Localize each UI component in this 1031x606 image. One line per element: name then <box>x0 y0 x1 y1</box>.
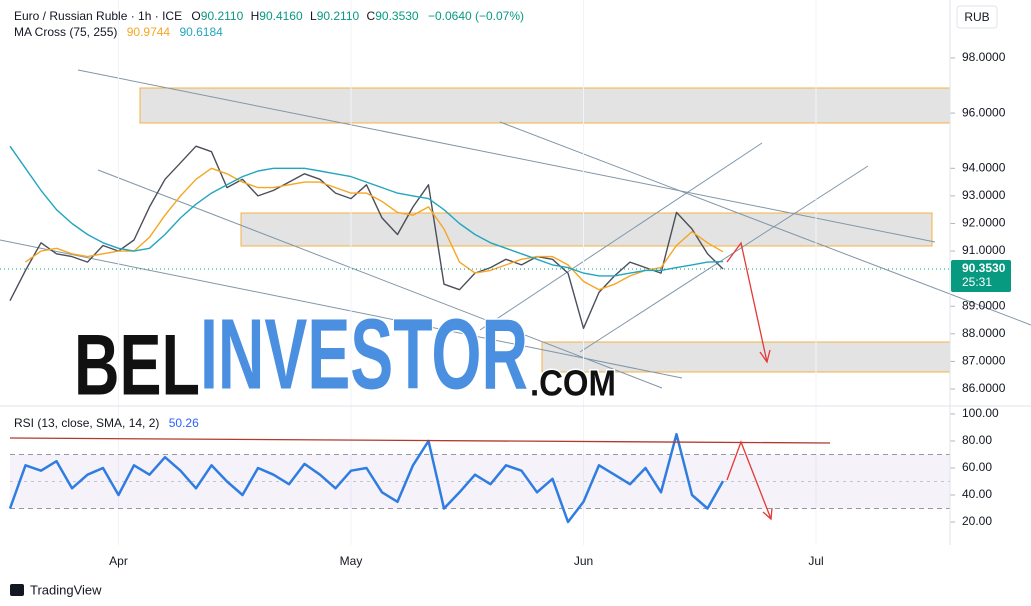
zone <box>139 87 951 124</box>
watermark-text: .COM <box>530 363 616 404</box>
arrow <box>726 440 772 520</box>
annotations <box>9 241 831 521</box>
y-tick-label: 86.0000 <box>962 381 1006 395</box>
trendlines <box>0 69 1031 389</box>
arrow-head <box>762 507 773 521</box>
x-tick-label: Jul <box>808 554 823 568</box>
x-tick-label: Apr <box>109 554 128 568</box>
rsi-legend: RSI (13, close, SMA, 14, 2) 50.26 <box>14 416 199 430</box>
zone <box>541 341 951 373</box>
series-line <box>8 432 725 524</box>
y-tick-label: 40.00 <box>962 487 992 501</box>
ohlc-value: 90.2110 <box>317 9 360 23</box>
series-line <box>9 145 724 329</box>
y-tick-label: 87.0000 <box>962 354 1006 368</box>
y-tick-label: 98.0000 <box>962 50 1006 64</box>
footer-text: TradingView <box>30 582 102 597</box>
indicator-value: 90.6184 <box>179 25 223 39</box>
currency[interactable]: RUB <box>964 10 989 24</box>
rsi-resistance <box>9 437 831 444</box>
change: −0.0640 (−0.07%) <box>428 9 524 23</box>
trendline <box>77 69 936 243</box>
series-line <box>25 167 724 291</box>
rsi-title: RSI (13, close, SMA, 14, 2) <box>14 416 159 430</box>
y-tick-label: 100.00 <box>962 406 999 420</box>
arrow-head <box>759 349 771 364</box>
ohlc-key: C <box>367 9 376 23</box>
y-tick-label: 94.0000 <box>962 160 1006 174</box>
trendline <box>499 121 1031 326</box>
ohlc-value: 90.4160 <box>259 9 303 23</box>
symbol: Euro / Russian Ruble · 1h · ICE <box>14 9 182 23</box>
y-tick-label: 80.00 <box>962 433 992 447</box>
trendline <box>579 165 869 353</box>
y-tick-label: 88.0000 <box>962 326 1006 340</box>
ohlc-value: 90.2110 <box>201 9 244 23</box>
watermark-text: INVESTOR <box>200 298 528 410</box>
zone <box>240 212 933 247</box>
y-tick-label: 93.0000 <box>962 188 1006 202</box>
y-tick-label: 20.00 <box>962 514 992 528</box>
price-tag-countdown: 25:31 <box>962 275 992 289</box>
watermark: BEL INVESTOR .COM <box>73 297 618 415</box>
arrow <box>726 241 768 363</box>
ohlc-value: 90.3530 <box>375 9 419 23</box>
trendline <box>97 169 663 389</box>
ohlc-key: O <box>191 9 200 23</box>
y-tick-label: 92.0000 <box>962 216 1006 230</box>
x-tick-label: Jun <box>574 554 593 568</box>
y-tick-label: 96.0000 <box>962 105 1006 119</box>
rsi-value: 50.26 <box>169 416 199 430</box>
footer: TradingView <box>10 582 102 597</box>
y-tick-label: 89.0000 <box>962 298 1006 312</box>
x-tick-label: May <box>340 554 363 568</box>
indicator-name: MA Cross (75, 255) <box>14 25 117 39</box>
series-line <box>9 145 724 277</box>
zones <box>139 87 951 373</box>
y-tick-label: 60.00 <box>962 460 992 474</box>
ohlc-key: L <box>310 9 317 23</box>
legend: Euro / Russian Ruble · 1h · ICE O90.2110… <box>14 9 524 23</box>
y-tick-label: 91.0000 <box>962 243 1006 257</box>
trendline <box>479 142 763 331</box>
logo <box>10 584 24 596</box>
price-tag-text: 90.3530 <box>962 261 1006 275</box>
indicator-legend: MA Cross (75, 255) 90.9744 90.6184 <box>14 25 223 39</box>
watermark-text: BEL <box>74 318 200 414</box>
indicator-value: 90.9744 <box>127 25 171 39</box>
ohlc-key: H <box>251 9 260 23</box>
plot: Apr May Jun Jul 86.0000 87.0000 88.0000 89.0000… <box>0 0 1011 568</box>
currency-box[interactable] <box>956 5 998 29</box>
trendline <box>0 239 683 379</box>
price-tag <box>951 259 1011 292</box>
